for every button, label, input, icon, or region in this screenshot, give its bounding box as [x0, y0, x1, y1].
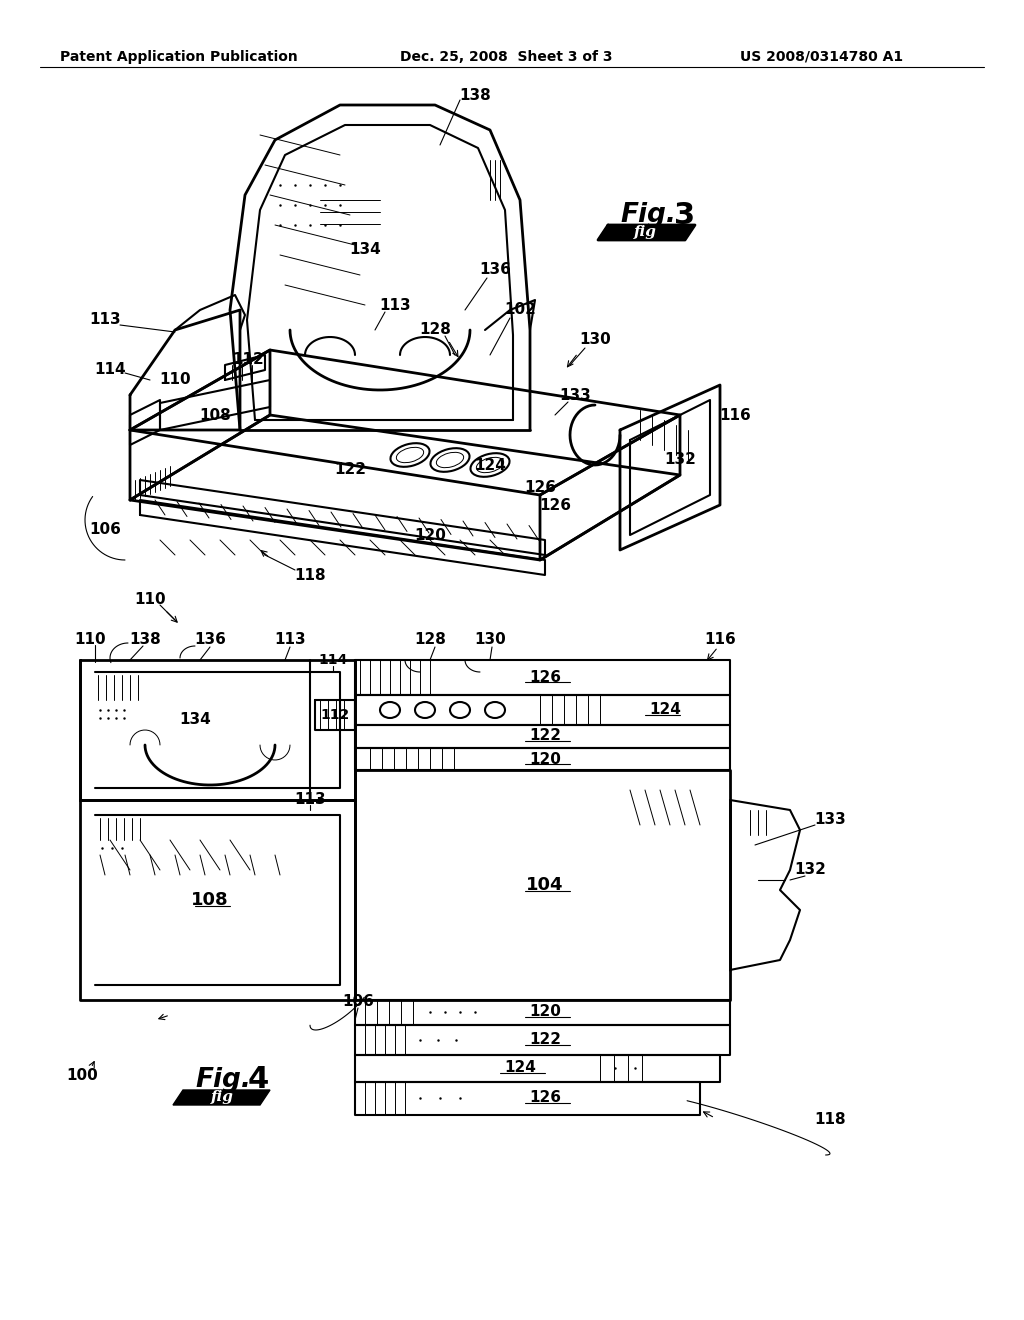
Text: 126: 126	[529, 669, 561, 685]
Text: 122: 122	[529, 729, 561, 743]
Text: 116: 116	[719, 408, 751, 422]
Text: 126: 126	[529, 1090, 561, 1106]
Text: 104: 104	[526, 876, 564, 894]
Text: 120: 120	[529, 1005, 561, 1019]
Text: 113: 113	[379, 297, 411, 313]
Ellipse shape	[470, 453, 510, 477]
Text: 132: 132	[794, 862, 826, 878]
Text: 116: 116	[705, 632, 736, 648]
Text: 114: 114	[94, 363, 126, 378]
Text: 120: 120	[529, 751, 561, 767]
Text: 112: 112	[321, 708, 349, 722]
Text: 128: 128	[419, 322, 451, 338]
Text: 132: 132	[664, 453, 696, 467]
Polygon shape	[598, 224, 695, 240]
Text: 134: 134	[179, 713, 211, 727]
Text: 130: 130	[580, 333, 611, 347]
Text: fig: fig	[211, 1090, 233, 1104]
Text: 4: 4	[248, 1065, 269, 1094]
Text: 126: 126	[539, 498, 571, 512]
Text: 113: 113	[274, 632, 306, 648]
Text: 120: 120	[414, 528, 445, 543]
Text: 100: 100	[67, 1068, 98, 1082]
Text: 102: 102	[504, 302, 536, 318]
Text: 108: 108	[199, 408, 230, 422]
Text: 134: 134	[349, 243, 381, 257]
Ellipse shape	[430, 449, 470, 471]
Text: Fig.: Fig.	[620, 202, 676, 228]
Text: 110: 110	[134, 593, 166, 607]
Text: 126: 126	[524, 480, 556, 495]
Text: 108: 108	[191, 891, 228, 909]
Text: 106: 106	[89, 523, 121, 537]
Text: 122: 122	[334, 462, 366, 478]
Text: 112: 112	[232, 352, 264, 367]
Text: 128: 128	[414, 632, 445, 648]
Text: 136: 136	[479, 263, 511, 277]
Text: 118: 118	[294, 568, 326, 582]
Text: 130: 130	[474, 632, 506, 648]
Text: Dec. 25, 2008  Sheet 3 of 3: Dec. 25, 2008 Sheet 3 of 3	[400, 50, 612, 63]
Text: Patent Application Publication: Patent Application Publication	[60, 50, 298, 63]
Text: 138: 138	[129, 632, 161, 648]
Text: 3: 3	[674, 201, 695, 230]
Text: 110: 110	[74, 632, 105, 648]
Text: 133: 133	[814, 813, 846, 828]
Text: 124: 124	[504, 1060, 536, 1076]
Ellipse shape	[390, 444, 429, 467]
Text: 138: 138	[459, 87, 490, 103]
Text: 113: 113	[294, 792, 326, 808]
Text: 106: 106	[342, 994, 374, 1010]
Text: 122: 122	[529, 1032, 561, 1048]
Text: fig: fig	[634, 224, 656, 239]
Text: 133: 133	[559, 388, 591, 403]
Text: 124: 124	[474, 458, 506, 473]
Text: US 2008/0314780 A1: US 2008/0314780 A1	[740, 50, 903, 63]
Text: 113: 113	[89, 313, 121, 327]
Text: 118: 118	[814, 1113, 846, 1127]
Text: 110: 110	[159, 372, 190, 388]
Text: Fig.: Fig.	[195, 1067, 251, 1093]
Polygon shape	[173, 1090, 270, 1105]
Text: 136: 136	[195, 632, 226, 648]
Text: 124: 124	[649, 702, 681, 718]
Text: 114: 114	[318, 653, 347, 667]
